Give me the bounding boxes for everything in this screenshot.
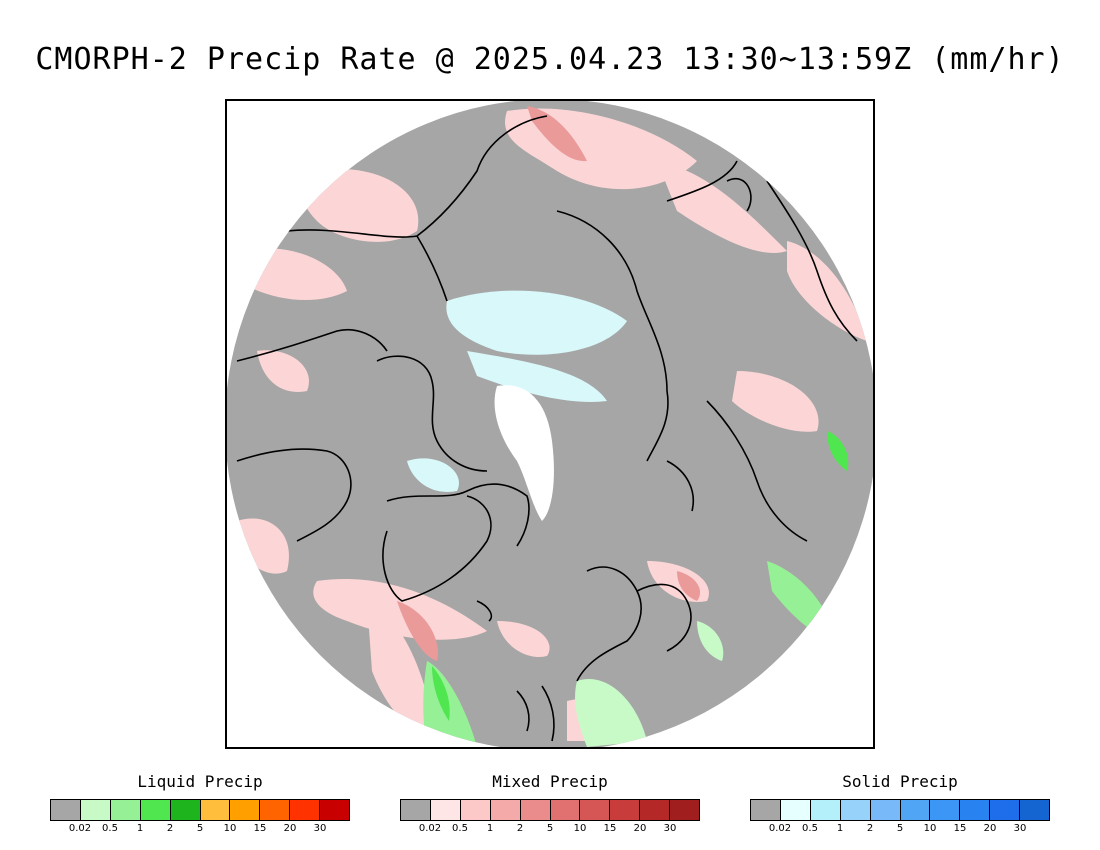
mixed-precip-heavier — [397, 106, 701, 661]
color-scale — [750, 799, 1050, 821]
color-swatch — [170, 800, 201, 820]
legend-title: Liquid Precip — [137, 772, 263, 791]
color-swatch — [460, 800, 491, 820]
tick-labels: 0.02 0.5 1 2 5 10 15 20 30 — [750, 821, 1050, 835]
tick-label: 30 — [1013, 823, 1027, 834]
tick-label: 5 — [196, 823, 204, 834]
color-swatch — [490, 800, 521, 820]
color-swatch — [900, 800, 931, 820]
color-swatch — [640, 800, 671, 820]
solid-precip-areas — [407, 290, 627, 492]
coastlines — [236, 115, 858, 742]
color-swatch — [580, 800, 611, 820]
color-swatch — [290, 800, 321, 820]
tick-label: 15 — [953, 823, 967, 834]
color-scale — [50, 799, 350, 821]
color-swatch — [751, 800, 781, 820]
tick-label: 2 — [516, 823, 524, 834]
tick-label: 0.5 — [102, 823, 118, 834]
tick-label: 30 — [313, 823, 327, 834]
color-scale — [400, 799, 700, 821]
color-swatch — [930, 800, 961, 820]
tick-labels: 0.02 0.5 1 2 5 10 15 20 30 — [50, 821, 350, 835]
tick-label: 5 — [546, 823, 554, 834]
tick-label: 20 — [633, 823, 647, 834]
tick-labels: 0.02 0.5 1 2 5 10 15 20 30 — [400, 821, 700, 835]
chart-title: CMORPH-2 Precip Rate @ 2025.04.23 13:30~… — [35, 42, 1065, 77]
tick-label: 10 — [923, 823, 937, 834]
color-swatch — [960, 800, 991, 820]
color-swatch — [840, 800, 871, 820]
color-swatch — [520, 800, 551, 820]
tick-label: 15 — [253, 823, 267, 834]
color-swatch — [810, 800, 841, 820]
tick-label: 0.5 — [452, 823, 468, 834]
tick-label: 0.02 — [68, 823, 92, 834]
legend-solid-precip: Solid Precip 0.02 0.5 1 2 5 10 15 20 30 — [750, 772, 1050, 835]
tick-label: 0.02 — [768, 823, 792, 834]
color-swatch — [200, 800, 231, 820]
tick-label: 10 — [223, 823, 237, 834]
polar-map-canvas — [227, 101, 873, 747]
tick-label: 1 — [136, 823, 144, 834]
legend-liquid-precip: Liquid Precip 0.02 0.5 1 2 5 10 15 20 30 — [50, 772, 350, 835]
color-swatch — [430, 800, 461, 820]
color-swatch — [260, 800, 291, 820]
polar-map — [225, 99, 875, 749]
color-swatch — [140, 800, 171, 820]
tick-label: 0.5 — [802, 823, 818, 834]
tick-label: 2 — [166, 823, 174, 834]
color-swatch — [230, 800, 261, 820]
tick-label: 0.02 — [418, 823, 442, 834]
tick-label: 20 — [983, 823, 997, 834]
color-swatch — [550, 800, 581, 820]
color-swatch — [320, 800, 350, 820]
color-swatch — [870, 800, 901, 820]
tick-label: 30 — [663, 823, 677, 834]
legend-title: Solid Precip — [842, 772, 958, 791]
legend-mixed-precip: Mixed Precip 0.02 0.5 1 2 5 10 15 20 30 — [400, 772, 700, 835]
color-swatch — [51, 800, 81, 820]
color-swatch — [780, 800, 811, 820]
tick-label: 20 — [283, 823, 297, 834]
tick-label: 5 — [896, 823, 904, 834]
tick-label: 10 — [573, 823, 587, 834]
color-swatch — [80, 800, 111, 820]
tick-label: 2 — [866, 823, 874, 834]
tick-label: 1 — [836, 823, 844, 834]
color-swatch — [990, 800, 1021, 820]
color-swatch — [610, 800, 641, 820]
color-swatch — [401, 800, 431, 820]
north-pole-data-gap — [494, 385, 554, 521]
color-swatch — [670, 800, 700, 820]
legend-title: Mixed Precip — [492, 772, 608, 791]
color-swatch — [110, 800, 141, 820]
tick-label: 15 — [603, 823, 617, 834]
tick-label: 1 — [486, 823, 494, 834]
color-swatch — [1020, 800, 1050, 820]
